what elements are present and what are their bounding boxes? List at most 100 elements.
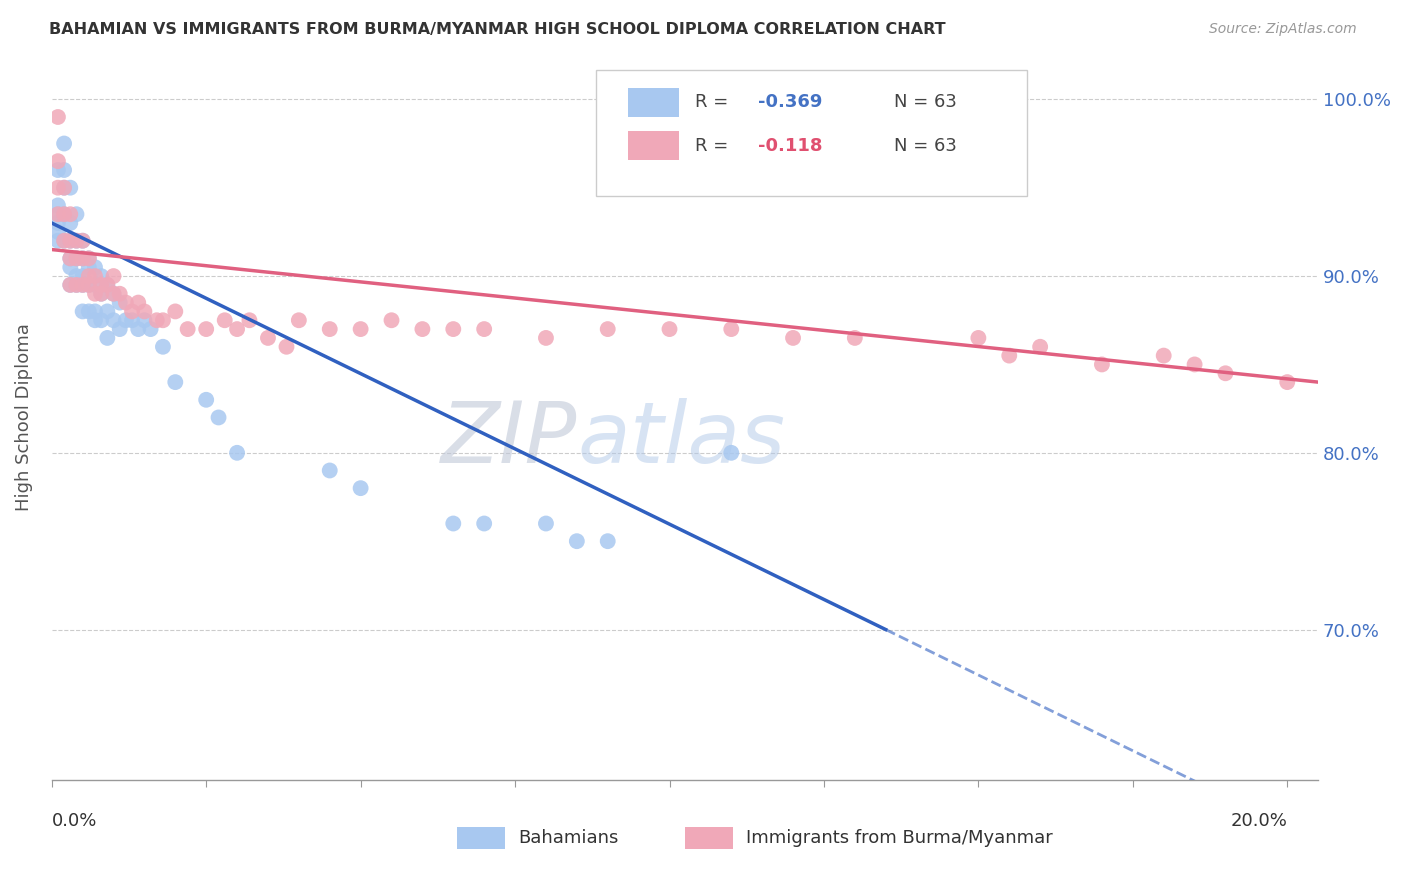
Point [1184, 358, 1206, 372]
Point [349, 481, 371, 495]
Bar [457, 827, 505, 848]
Point [319, 322, 342, 336]
Point [90, 286, 112, 301]
Point [90, 286, 112, 301]
Point [59, 260, 82, 275]
Point [441, 516, 464, 531]
Bar [685, 827, 733, 848]
Point [46, 216, 69, 230]
Point [84, 277, 107, 292]
Point [103, 268, 125, 283]
Text: 0.0%: 0.0% [52, 812, 97, 830]
Point [65, 234, 87, 248]
Point [77, 268, 100, 283]
Point [534, 516, 557, 531]
Point [115, 313, 138, 327]
Point [103, 286, 125, 301]
Point [121, 313, 143, 327]
Point [349, 322, 371, 336]
Point [134, 313, 156, 327]
Point [226, 446, 249, 460]
Point [165, 375, 187, 389]
Point [84, 304, 107, 318]
Text: -0.369: -0.369 [758, 94, 823, 112]
Point [46, 207, 69, 221]
Point [84, 260, 107, 275]
Point [59, 180, 82, 194]
Point [72, 234, 94, 248]
Point [139, 322, 162, 336]
Point [152, 340, 174, 354]
Point [165, 304, 187, 318]
Point [441, 322, 464, 336]
Point [77, 260, 100, 275]
Text: N = 63: N = 63 [894, 136, 956, 154]
Y-axis label: High School Diploma: High School Diploma [15, 324, 32, 511]
Text: Source: ZipAtlas.com: Source: ZipAtlas.com [1209, 22, 1357, 37]
Point [96, 304, 118, 318]
Point [121, 304, 143, 318]
Point [53, 136, 76, 151]
Point [65, 268, 87, 283]
Point [65, 252, 87, 266]
Point [65, 234, 87, 248]
Point [152, 313, 174, 327]
Point [77, 277, 100, 292]
Point [59, 216, 82, 230]
Point [72, 277, 94, 292]
Point [238, 313, 260, 327]
Point [195, 322, 218, 336]
Text: Immigrants from Burma/Myanmar: Immigrants from Burma/Myanmar [745, 829, 1053, 847]
Point [472, 516, 495, 531]
Point [65, 207, 87, 221]
Point [108, 286, 131, 301]
Point [108, 322, 131, 336]
Point [77, 252, 100, 266]
Point [1215, 366, 1237, 380]
Text: Bahamians: Bahamians [517, 829, 619, 847]
Point [226, 322, 249, 336]
Point [53, 207, 76, 221]
Point [782, 331, 804, 345]
Point [53, 234, 76, 248]
Point [72, 252, 94, 266]
Point [77, 277, 100, 292]
Point [53, 180, 76, 194]
Point [257, 331, 280, 345]
Point [46, 154, 69, 169]
Point [77, 252, 100, 266]
Point [53, 234, 76, 248]
Point [65, 277, 87, 292]
Text: 20.0%: 20.0% [1230, 812, 1288, 830]
Point [46, 234, 69, 248]
Point [1153, 349, 1175, 363]
Point [534, 331, 557, 345]
Point [998, 349, 1021, 363]
Point [72, 304, 94, 318]
Point [176, 322, 198, 336]
Point [214, 313, 236, 327]
Point [59, 252, 82, 266]
Point [565, 534, 588, 549]
Point [276, 340, 298, 354]
Point [65, 277, 87, 292]
Point [90, 268, 112, 283]
Point [96, 277, 118, 292]
Point [195, 392, 218, 407]
Point [90, 277, 112, 292]
Point [127, 295, 149, 310]
Text: R =: R = [695, 94, 734, 112]
Point [59, 277, 82, 292]
Text: R =: R = [695, 136, 734, 154]
Point [967, 331, 990, 345]
Point [288, 313, 311, 327]
Point [596, 322, 619, 336]
Bar [628, 87, 679, 117]
Point [103, 286, 125, 301]
Point [72, 277, 94, 292]
Point [59, 277, 82, 292]
Point [844, 331, 866, 345]
Point [96, 331, 118, 345]
Point [46, 207, 69, 221]
Text: BAHAMIAN VS IMMIGRANTS FROM BURMA/MYANMAR HIGH SCHOOL DIPLOMA CORRELATION CHART: BAHAMIAN VS IMMIGRANTS FROM BURMA/MYANMA… [49, 22, 946, 37]
